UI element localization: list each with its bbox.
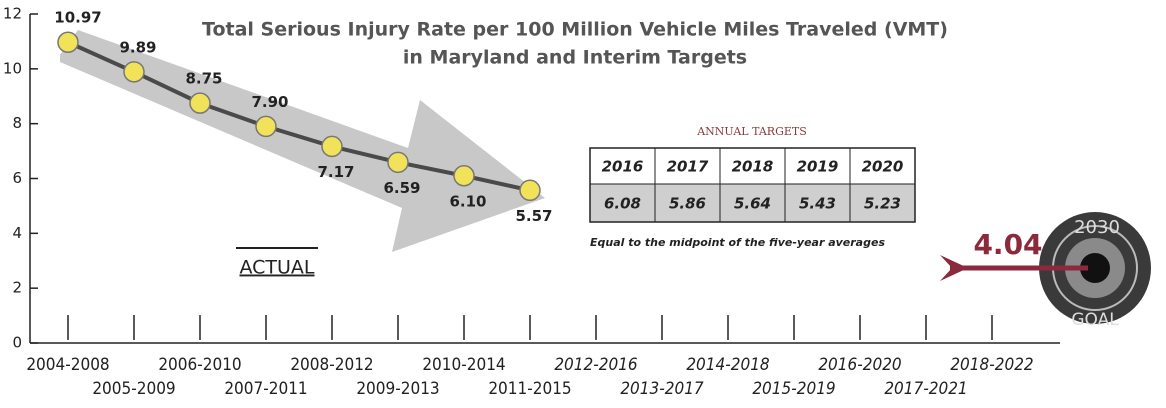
goal-center xyxy=(1080,253,1110,283)
x-tick-label: 2011-2015 xyxy=(488,379,571,399)
x-tick-label: 2009-2013 xyxy=(356,379,439,399)
x-tick-label: 2012-2016 xyxy=(554,355,638,375)
data-point xyxy=(387,151,409,174)
y-tick-label: 2 xyxy=(12,279,22,297)
y-tick-label: 0 xyxy=(12,334,22,352)
x-tick-label: 2015-2019 xyxy=(752,379,835,399)
data-label: 6.10 xyxy=(449,192,486,210)
x-tick-label: 2013-2017 xyxy=(620,379,704,399)
table-year: 2018 xyxy=(732,158,774,176)
data-point xyxy=(255,115,277,138)
data-label: 7.17 xyxy=(317,163,354,181)
data-point xyxy=(123,61,145,83)
chart-title: in Maryland and Interim Targets xyxy=(403,47,747,69)
series-label: ACTUAL xyxy=(239,257,314,279)
x-tick-label: 2005-2009 xyxy=(92,379,175,399)
goal-arrow-fletching xyxy=(940,255,968,281)
data-point xyxy=(321,135,343,158)
data-label: 7.90 xyxy=(251,93,288,111)
data-point xyxy=(189,92,211,114)
data-label: 9.89 xyxy=(119,38,156,56)
x-tick-label: 2008-2012 xyxy=(290,355,373,375)
data-label: 8.75 xyxy=(185,70,222,88)
x-tick-label: 2004-2008 xyxy=(26,355,109,375)
x-tick-label: 2017-2021 xyxy=(884,379,967,399)
table-year: 2016 xyxy=(602,158,644,176)
chart-title: Total Serious Injury Rate per 100 Millio… xyxy=(202,19,948,41)
x-tick-label: 2014-2018 xyxy=(686,355,770,375)
y-tick-label: 6 xyxy=(12,169,22,187)
trend-arrow xyxy=(60,30,545,252)
y-tick-label: 4 xyxy=(12,224,22,242)
y-tick-label: 10 xyxy=(3,59,22,77)
x-tick-label: 2006-2010 xyxy=(158,355,241,375)
y-tick-label: 12 xyxy=(3,5,22,23)
table-year: 2017 xyxy=(667,158,709,176)
x-tick-label: 2007-2011 xyxy=(224,379,307,399)
data-label: 10.97 xyxy=(54,9,101,27)
data-point xyxy=(57,31,79,53)
table-value: 5.86 xyxy=(669,195,706,213)
series-line xyxy=(67,40,531,193)
table-value: 5.64 xyxy=(734,195,771,213)
x-tick-label: 2016-2020 xyxy=(818,355,901,375)
table-value: 6.08 xyxy=(604,195,641,213)
goal-label: GOAL xyxy=(1071,310,1119,330)
table-frame xyxy=(589,147,916,223)
x-tick-label: 2010-2014 xyxy=(422,355,505,375)
data-label: 5.57 xyxy=(515,207,552,225)
table-year: 2020 xyxy=(862,158,904,176)
table-value: 5.43 xyxy=(799,195,836,213)
table-value: 5.23 xyxy=(864,195,901,213)
x-tick-label: 2018-2022 xyxy=(950,355,1033,375)
table-shade xyxy=(590,184,915,222)
data-point xyxy=(453,165,475,187)
table-year: 2019 xyxy=(797,158,839,176)
table-title: ANNUAL TARGETS xyxy=(696,125,807,138)
goal-year: 2030 xyxy=(1074,217,1120,238)
table-note: Equal to the midpoint of the five-year a… xyxy=(590,236,885,249)
y-tick-label: 8 xyxy=(12,114,22,132)
goal-value: 4.04 xyxy=(973,228,1042,261)
data-label: 6.59 xyxy=(383,179,420,197)
data-point xyxy=(519,179,541,202)
